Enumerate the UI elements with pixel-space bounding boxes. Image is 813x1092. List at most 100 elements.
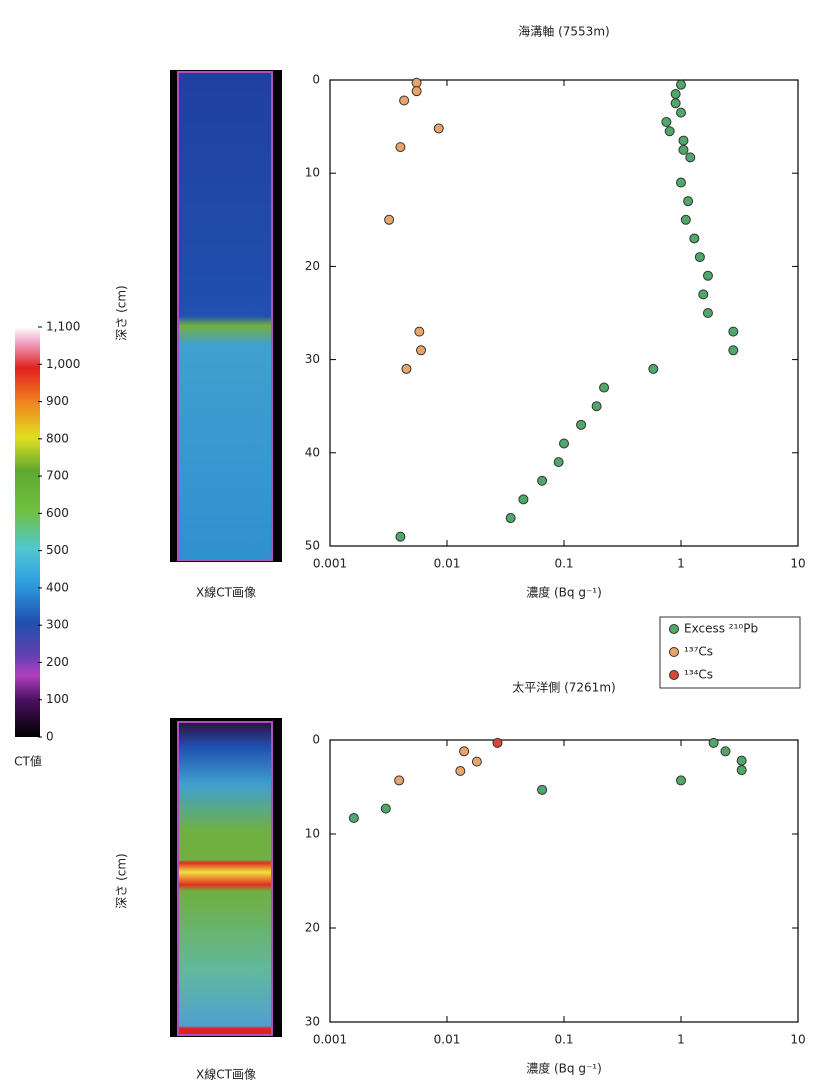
y-tick-label: 20 [305,921,320,935]
y-tick-label: 0 [312,733,320,747]
x-tick-label: 10 [790,1033,805,1047]
x-tick-label: 1 [677,557,685,571]
x-tick-label: 0.1 [554,1033,573,1047]
data-point [402,364,411,373]
data-point [472,757,481,766]
data-point [600,383,609,392]
legend-marker [670,625,679,634]
data-point [699,290,708,299]
data-point [519,495,528,504]
data-point [396,143,405,152]
y-axis-label: 深さ (cm) [115,853,129,908]
ct-caption: X線CT画像 [196,585,256,600]
data-point [412,87,421,96]
x-tick-label: 0.001 [313,557,347,571]
x-axis-label: 濃度 (Bq g⁻¹) [526,585,602,600]
data-point [649,364,658,373]
data-point [460,747,469,756]
data-point [703,309,712,318]
data-point [677,178,686,187]
chart-title: 海溝軸 (7553m) [518,24,609,39]
colorbar-tick-label: 0 [46,730,54,744]
x-tick-label: 0.01 [434,557,461,571]
colorbar-tick-label: 400 [46,580,69,594]
data-point [662,117,671,126]
y-tick-label: 0 [312,73,320,87]
data-point [677,776,686,785]
colorbar-tick-label: 300 [46,618,69,632]
data-point [554,458,563,467]
data-point [560,439,569,448]
legend-marker [670,648,679,657]
data-point [729,346,738,355]
data-point [695,253,704,262]
chart-title: 太平洋側 (7261m) [512,680,615,695]
y-tick-label: 30 [305,352,320,366]
data-point [690,234,699,243]
legend-marker [670,671,679,680]
y-tick-label: 10 [305,166,320,180]
y-tick-label: 20 [305,259,320,273]
data-point [737,756,746,765]
data-point [677,80,686,89]
data-point [538,476,547,485]
y-tick-label: 50 [305,539,320,553]
x-axis-label: 濃度 (Bq g⁻¹) [526,1061,602,1076]
colorbar-tick-label: 1,000 [46,357,80,371]
y-tick-label: 10 [305,827,320,841]
data-point [395,776,404,785]
data-point [506,514,515,523]
data-point [737,766,746,775]
data-point [349,814,358,823]
colorbar-tick-label: 600 [46,506,69,520]
colorbar-tick-label: 100 [46,692,69,706]
figure: X線CT画像 X線CT画像 CT値 0100200300400500600700… [0,0,813,1088]
data-point [396,532,405,541]
data-point [415,327,424,336]
data-point [677,108,686,117]
data-point [671,89,680,98]
data-point [412,78,421,87]
colorbar-tick-label: 1,100 [46,320,80,334]
data-point [538,785,547,794]
y-tick-label: 30 [305,1015,320,1029]
x-tick-label: 10 [790,557,805,571]
ct-caption: X線CT画像 [196,1067,256,1082]
data-point [381,804,390,813]
ct-image [178,72,272,560]
legend-label: Excess ²¹⁰Pb [684,622,758,636]
colorbar-tick-label: 500 [46,543,69,557]
colorbar-tick-label: 800 [46,431,69,445]
data-point [703,271,712,280]
y-axis-label: 深さ (cm) [115,285,129,340]
x-tick-label: 1 [677,1033,685,1047]
data-point [417,346,426,355]
data-point [729,327,738,336]
data-point [456,767,465,776]
legend-label: ¹³⁴Cs [684,668,713,682]
data-point [679,145,688,154]
ct-image [178,722,272,1035]
data-point [665,127,674,136]
data-point [385,215,394,224]
colorbar [15,327,40,737]
data-point [686,153,695,162]
data-point [681,215,690,224]
data-point [577,420,586,429]
data-point [434,124,443,133]
data-point [721,747,730,756]
x-tick-label: 0.01 [434,1033,461,1047]
data-point [709,738,718,747]
data-point [400,96,409,105]
colorbar-label: CT値 [14,754,42,769]
data-point [493,738,502,747]
data-point [679,136,688,145]
x-tick-label: 0.001 [313,1033,347,1047]
y-tick-label: 40 [305,445,320,459]
colorbar-tick-label: 200 [46,655,69,669]
colorbar-tick-label: 700 [46,469,69,483]
data-point [592,402,601,411]
colorbar-tick-label: 900 [46,394,69,408]
x-tick-label: 0.1 [554,557,573,571]
data-point [671,99,680,108]
